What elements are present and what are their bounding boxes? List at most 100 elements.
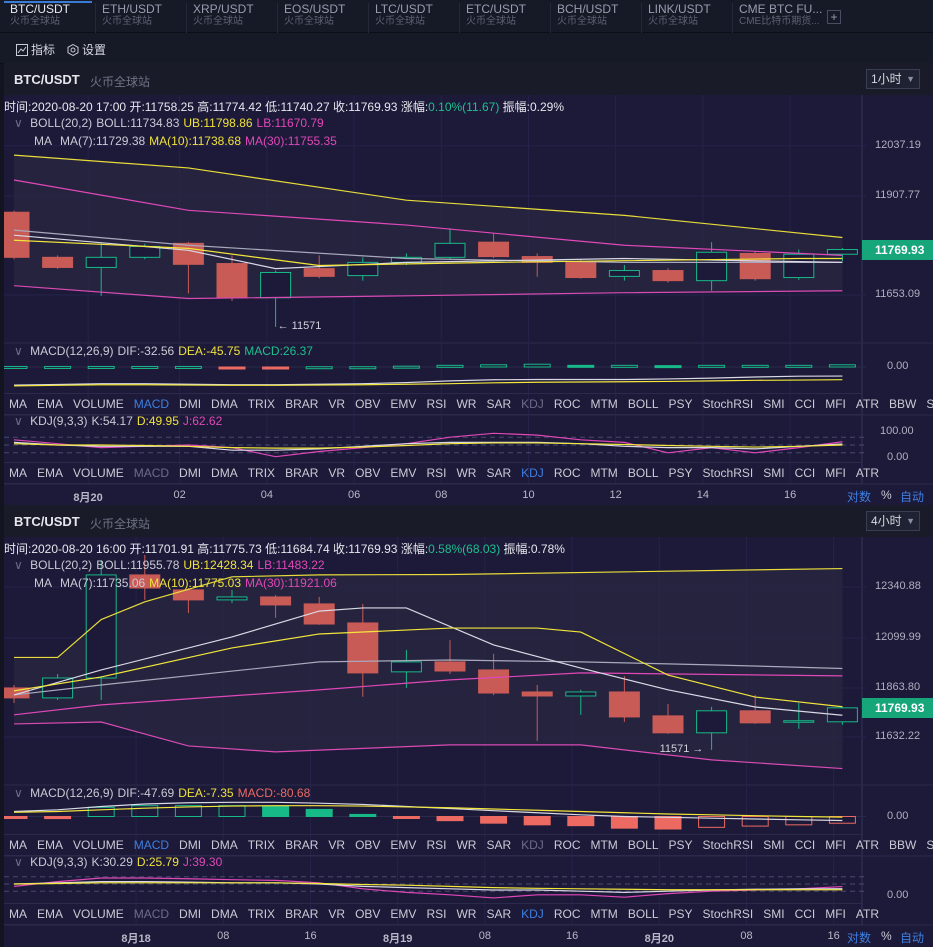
- indicator-wr[interactable]: WR: [456, 838, 477, 852]
- indicator-obv[interactable]: OBV: [355, 838, 381, 852]
- indicator-emv[interactable]: EMV: [390, 838, 417, 852]
- collapse-chevron-icon[interactable]: ∨: [14, 344, 23, 358]
- indicator-volume[interactable]: VOLUME: [73, 907, 124, 921]
- indicator-cci[interactable]: CCI: [794, 466, 816, 480]
- indicator-stochrsi[interactable]: StochRSI: [702, 907, 754, 921]
- indicator-emv[interactable]: EMV: [390, 907, 417, 921]
- indicator-emv[interactable]: EMV: [390, 466, 417, 480]
- log-scale-toggle[interactable]: 对数: [847, 490, 872, 504]
- collapse-chevron-icon[interactable]: ∨: [14, 558, 23, 572]
- indicator-bbw[interactable]: BBW: [889, 397, 917, 411]
- macd-legend[interactable]: ∨ MACD(12,26,9) DIF:-47.69 DEA:-7.35 MACD:-…: [14, 786, 314, 800]
- indicator-mfi[interactable]: MFI: [825, 907, 846, 921]
- indicator-ema[interactable]: EMA: [37, 397, 64, 411]
- period-dropdown[interactable]: 4小时 ▼: [866, 511, 920, 531]
- indicator-psy[interactable]: PSY: [668, 838, 693, 852]
- indicator-macd[interactable]: MACD: [133, 907, 170, 921]
- indicator-wr[interactable]: WR: [456, 397, 477, 411]
- indicator-mfi[interactable]: MFI: [825, 397, 846, 411]
- indicator-sar[interactable]: SAR: [486, 838, 512, 852]
- indicator-sar[interactable]: SAR: [486, 466, 512, 480]
- indicator-brar[interactable]: BRAR: [285, 397, 319, 411]
- ma-legend[interactable]: MA MA(7):11735.06 MA(10):11775.03 MA(30):11…: [34, 576, 341, 590]
- indicator-dmi[interactable]: DMI: [179, 907, 202, 921]
- indicator-dma[interactable]: DMA: [211, 838, 238, 852]
- settings-button[interactable]: 设置: [67, 41, 106, 58]
- chart-canvas[interactable]: [4, 95, 933, 505]
- indicator-macd[interactable]: MACD: [133, 838, 170, 852]
- indicator-atr[interactable]: ATR: [855, 466, 880, 480]
- indicator-stochrsi[interactable]: StochRSI: [702, 397, 754, 411]
- collapse-chevron-icon[interactable]: ∨: [14, 786, 23, 800]
- tab-ltc-usdt[interactable]: LTC/USDT 火币全球站: [368, 3, 456, 33]
- auto-scale-toggle[interactable]: 自动: [900, 931, 925, 945]
- collapse-chevron-icon[interactable]: ∨: [14, 855, 23, 869]
- indicator-rsi[interactable]: RSI: [426, 466, 447, 480]
- add-tab-button[interactable]: +: [827, 10, 841, 24]
- indicator-emv[interactable]: EMV: [390, 397, 417, 411]
- log-scale-toggle[interactable]: 对数: [847, 931, 872, 945]
- indicator-rsi[interactable]: RSI: [426, 907, 447, 921]
- indicator-roc[interactable]: ROC: [553, 907, 581, 921]
- indicator-dma[interactable]: DMA: [211, 907, 238, 921]
- indicator-ma[interactable]: MA: [9, 466, 27, 480]
- indicator-boll[interactable]: BOLL: [627, 838, 659, 852]
- indicator-rsi[interactable]: RSI: [426, 397, 447, 411]
- indicators-button[interactable]: 指标: [16, 41, 55, 58]
- boll-legend[interactable]: ∨ BOLL(20,2) BOLL:11734.83 UB:11798.86 LB:1…: [14, 116, 328, 130]
- indicator-dmi[interactable]: DMI: [179, 838, 202, 852]
- indicator-ma[interactable]: MA: [9, 907, 27, 921]
- ma-legend[interactable]: MA MA(7):11729.38 MA(10):11738.68 MA(30):11…: [34, 134, 341, 148]
- indicator-cci[interactable]: CCI: [794, 838, 816, 852]
- indicator-vr[interactable]: VR: [328, 466, 346, 480]
- indicator-wr[interactable]: WR: [456, 466, 477, 480]
- indicator-psy[interactable]: PSY: [668, 397, 693, 411]
- indicator-psy[interactable]: PSY: [668, 907, 693, 921]
- indicator-skdj[interactable]: SKDJ: [926, 397, 933, 411]
- indicator-stochrsi[interactable]: StochRSI: [702, 466, 754, 480]
- indicator-smi[interactable]: SMI: [763, 466, 785, 480]
- indicator-kdj[interactable]: KDJ: [521, 466, 544, 480]
- tab-btc-usdt[interactable]: BTC/USDT 火币全球站: [4, 1, 92, 31]
- indicator-atr[interactable]: ATR: [855, 397, 880, 411]
- indicator-atr[interactable]: ATR: [855, 838, 880, 852]
- indicator-kdj[interactable]: KDJ: [521, 397, 544, 411]
- chart-canvas[interactable]: [4, 537, 933, 947]
- indicator-psy[interactable]: PSY: [668, 466, 693, 480]
- indicator-mtm[interactable]: MTM: [590, 838, 618, 852]
- indicator-mtm[interactable]: MTM: [590, 397, 618, 411]
- tab-etc-usdt[interactable]: ETC/USDT 火币全球站: [459, 3, 547, 33]
- indicator-dmi[interactable]: DMI: [179, 466, 202, 480]
- indicator-kdj[interactable]: KDJ: [521, 838, 544, 852]
- indicator-volume[interactable]: VOLUME: [73, 397, 124, 411]
- indicator-trix[interactable]: TRIX: [247, 838, 276, 852]
- indicator-macd[interactable]: MACD: [133, 466, 170, 480]
- indicator-obv[interactable]: OBV: [355, 397, 381, 411]
- indicator-dma[interactable]: DMA: [211, 466, 238, 480]
- indicator-boll[interactable]: BOLL: [627, 397, 659, 411]
- indicator-boll[interactable]: BOLL: [627, 907, 659, 921]
- indicator-cci[interactable]: CCI: [794, 397, 816, 411]
- tab-eth-usdt[interactable]: ETH/USDT 火币全球站: [95, 3, 183, 33]
- indicator-dmi[interactable]: DMI: [179, 397, 202, 411]
- indicator-atr[interactable]: ATR: [855, 907, 880, 921]
- percent-scale-toggle[interactable]: %: [881, 929, 892, 943]
- indicator-mfi[interactable]: MFI: [825, 466, 846, 480]
- macd-legend[interactable]: ∨ MACD(12,26,9) DIF:-32.56 DEA:-45.75 MACD:…: [14, 344, 317, 358]
- percent-scale-toggle[interactable]: %: [881, 488, 892, 502]
- kdj-legend[interactable]: ∨ KDJ(9,3,3) K:30.29 D:25.79 J:39.30: [14, 855, 226, 869]
- indicator-ema[interactable]: EMA: [37, 838, 64, 852]
- indicator-vr[interactable]: VR: [328, 397, 346, 411]
- indicator-mtm[interactable]: MTM: [590, 466, 618, 480]
- tab-eos-usdt[interactable]: EOS/USDT 火币全球站: [277, 3, 365, 33]
- indicator-ema[interactable]: EMA: [37, 907, 64, 921]
- indicator-ma[interactable]: MA: [9, 397, 27, 411]
- indicator-obv[interactable]: OBV: [355, 466, 381, 480]
- tab-cme-btc-fu-[interactable]: CME BTC FU... CME比特币期货...: [732, 3, 822, 33]
- indicator-roc[interactable]: ROC: [553, 838, 581, 852]
- tab-xrp-usdt[interactable]: XRP/USDT 火币全球站: [186, 3, 274, 33]
- indicator-smi[interactable]: SMI: [763, 907, 785, 921]
- indicator-cci[interactable]: CCI: [794, 907, 816, 921]
- indicator-brar[interactable]: BRAR: [285, 466, 319, 480]
- indicator-volume[interactable]: VOLUME: [73, 838, 124, 852]
